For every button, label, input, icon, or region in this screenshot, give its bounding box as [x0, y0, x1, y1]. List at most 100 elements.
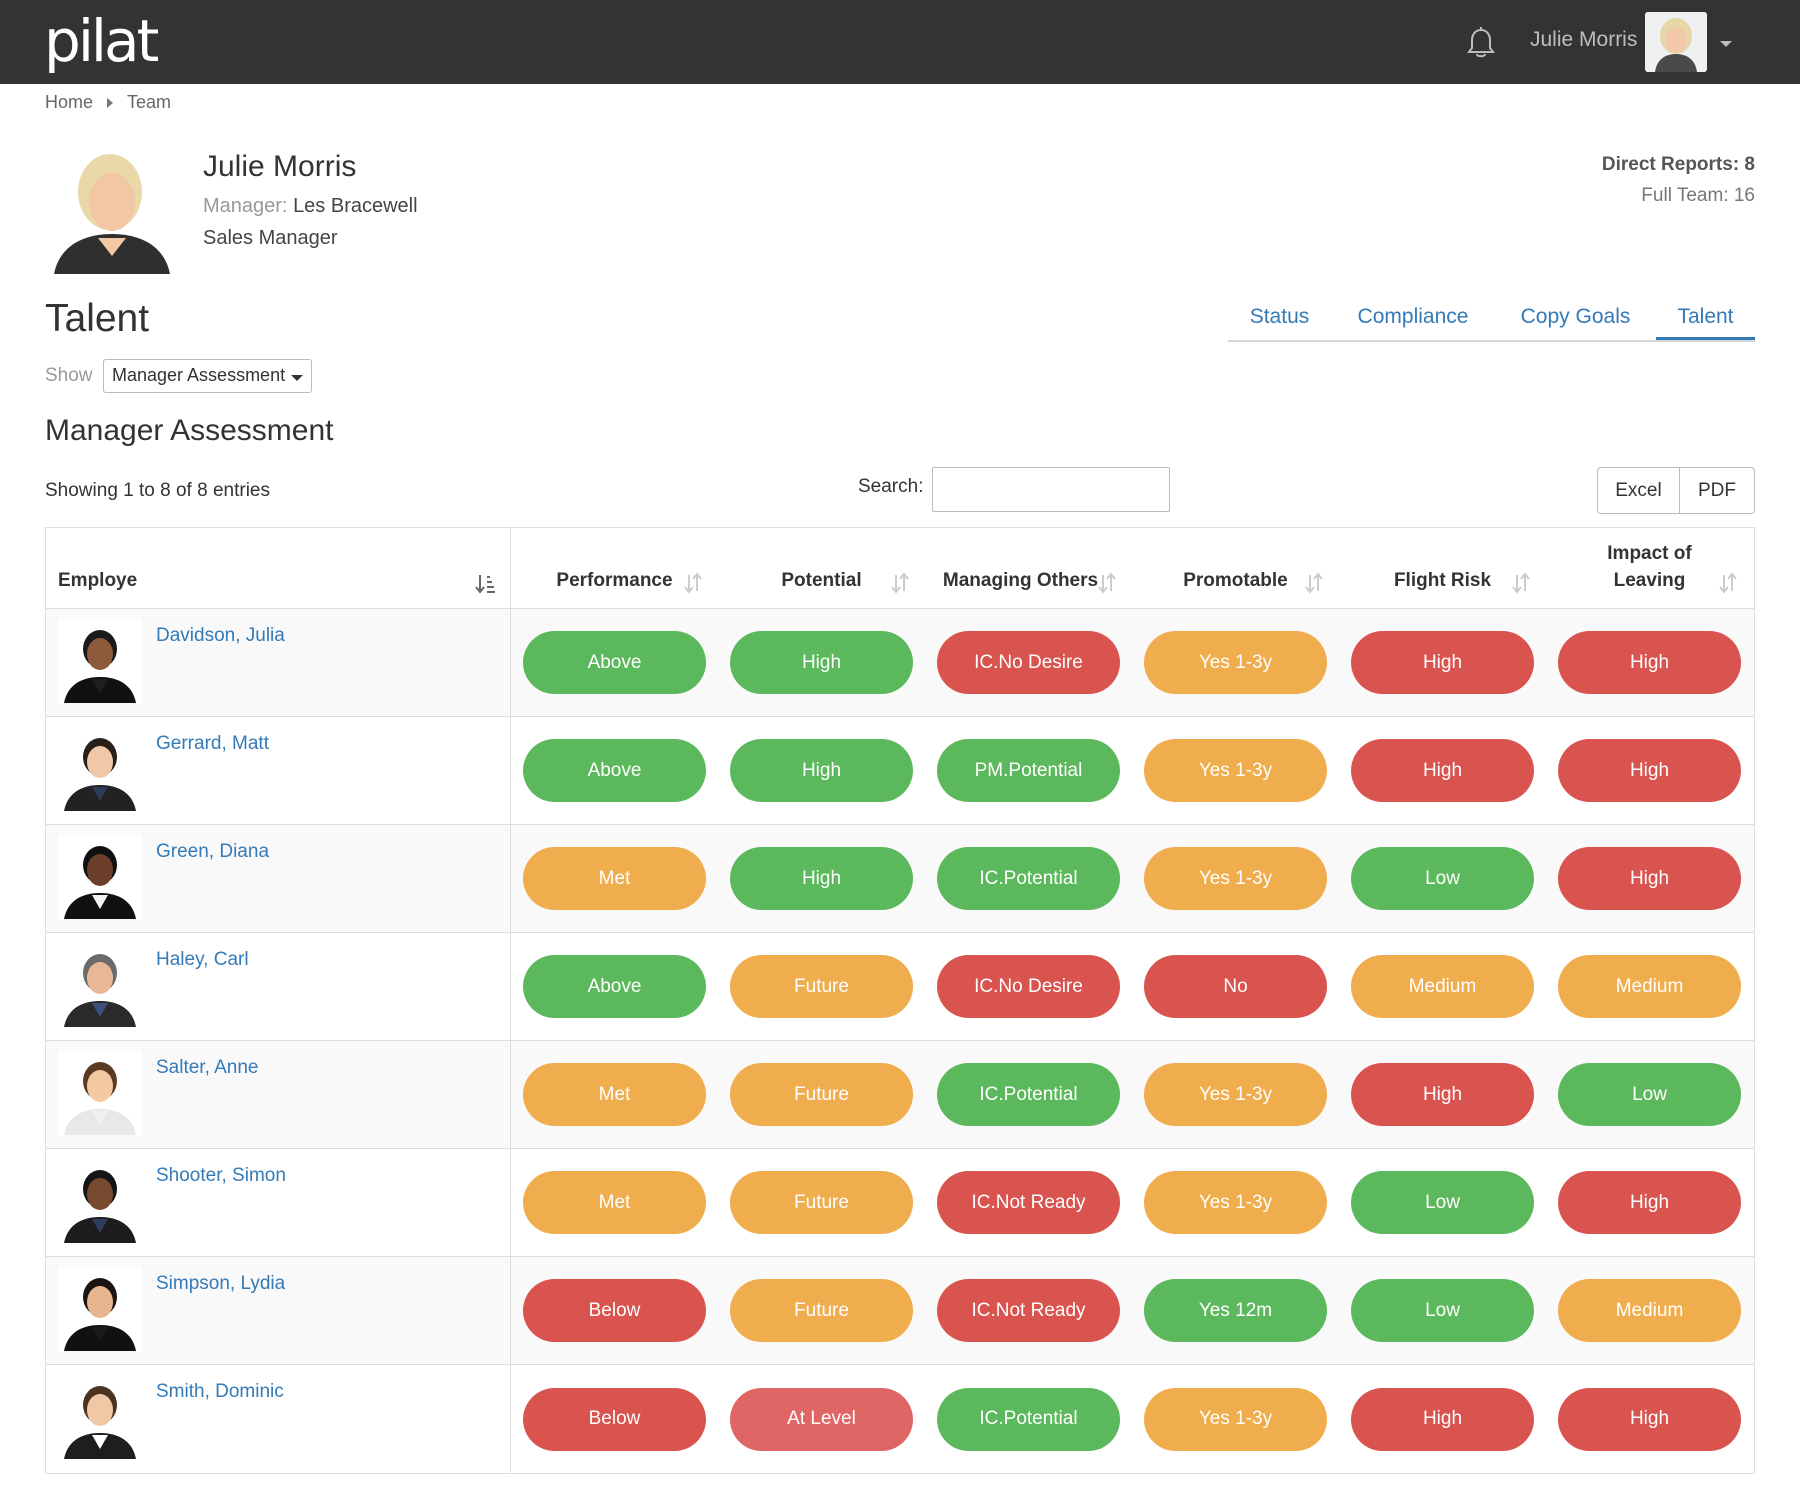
- rating-cell: Met: [511, 825, 718, 932]
- excel-button[interactable]: Excel: [1598, 468, 1680, 513]
- rating-pill: Met: [523, 1063, 706, 1126]
- column-header-potential[interactable]: Potential: [718, 528, 925, 608]
- employee-photo: [58, 835, 142, 919]
- rating-cell: Yes 1-3y: [1132, 1041, 1339, 1148]
- rating-pill: High: [730, 847, 913, 910]
- rating-pill: High: [730, 739, 913, 802]
- rating-cell: Yes 1-3y: [1132, 609, 1339, 716]
- bell-icon[interactable]: [1466, 26, 1496, 60]
- rating-pill: Low: [1351, 1279, 1534, 1342]
- rating-cell: Below: [511, 1257, 718, 1364]
- profile-role: Sales Manager: [203, 227, 338, 249]
- rating-cell: Low: [1339, 825, 1546, 932]
- rating-pill: High: [1558, 1171, 1741, 1234]
- rating-cell: Future: [718, 1041, 925, 1148]
- rating-pill: Above: [523, 955, 706, 1018]
- search-input[interactable]: [932, 467, 1170, 512]
- rating-pill: IC.Potential: [937, 1063, 1120, 1126]
- column-header-label: Potential: [781, 570, 862, 591]
- rating-cell: Above: [511, 933, 718, 1040]
- employee-name-link[interactable]: Green, Diana: [156, 841, 270, 862]
- breadcrumb-team[interactable]: Team: [127, 92, 172, 112]
- rating-cell: High: [1339, 609, 1546, 716]
- breadcrumb-separator-icon: [107, 97, 114, 108]
- sort-asc-icon[interactable]: [474, 572, 496, 594]
- rating-pill: High: [1351, 631, 1534, 694]
- employee-name-link[interactable]: Salter, Anne: [156, 1057, 259, 1078]
- employee-cell: Haley, Carl: [46, 933, 511, 1040]
- employee-name-link[interactable]: Simpson, Lydia: [156, 1273, 286, 1294]
- rating-pill: IC.Potential: [937, 847, 1120, 910]
- rating-cell: IC.Potential: [925, 1041, 1132, 1148]
- table-row: Shooter, Simon Met Future IC.Not Ready Yes 1…: [46, 1149, 1754, 1257]
- employee-name-link[interactable]: Haley, Carl: [156, 949, 249, 970]
- column-header-managing-others[interactable]: Managing Others: [925, 528, 1132, 608]
- sort-icon[interactable]: [1717, 572, 1739, 594]
- sort-icon[interactable]: [1096, 572, 1118, 594]
- rating-pill: IC.No Desire: [937, 955, 1120, 1018]
- table-row: Haley, Carl Above Future IC.No Desire No Medi…: [46, 933, 1754, 1041]
- column-header-impact-of-leaving[interactable]: Impact of Leaving: [1546, 528, 1753, 608]
- pilat-logo[interactable]: pilat: [44, 7, 159, 75]
- sort-icon[interactable]: [1303, 572, 1325, 594]
- employee-cell: Salter, Anne: [46, 1041, 511, 1148]
- show-select[interactable]: Manager Assessment: [103, 359, 312, 393]
- rating-cell: High: [1546, 717, 1753, 824]
- pdf-button[interactable]: PDF: [1697, 479, 1736, 501]
- rating-pill: Above: [523, 631, 706, 694]
- sort-icon[interactable]: [889, 572, 911, 594]
- header-user-name[interactable]: Julie Morris: [1530, 28, 1638, 51]
- user-menu-caret-icon[interactable]: [1720, 41, 1732, 47]
- employee-photo: [58, 943, 142, 1027]
- talent-table: Employe Performance Potential Managing O…: [45, 527, 1755, 1474]
- column-header-performance[interactable]: Performance: [511, 528, 718, 608]
- manager-label: Manager:: [203, 195, 288, 217]
- export-button-group: Excel PDF: [1597, 467, 1755, 514]
- rating-pill: Low: [1351, 847, 1534, 910]
- rating-cell: Above: [511, 609, 718, 716]
- rating-pill: Future: [730, 955, 913, 1018]
- rating-pill: High: [1558, 739, 1741, 802]
- employee-name-link[interactable]: Smith, Dominic: [156, 1381, 284, 1402]
- rating-pill: High: [1351, 739, 1534, 802]
- rating-cell: Above: [511, 717, 718, 824]
- column-header-promotable[interactable]: Promotable: [1132, 528, 1339, 608]
- rating-cell: Low: [1339, 1149, 1546, 1256]
- rating-cell: High: [1546, 1149, 1753, 1256]
- header-avatar[interactable]: [1645, 12, 1707, 72]
- tab-compliance[interactable]: Compliance: [1357, 305, 1469, 328]
- column-header-employe[interactable]: Employe: [46, 528, 511, 608]
- sort-icon[interactable]: [682, 572, 704, 594]
- profile-photo: [46, 140, 180, 274]
- table-row: Green, Diana Met High IC.Potential Yes 1-3y L…: [46, 825, 1754, 933]
- breadcrumb-home[interactable]: Home: [45, 92, 94, 112]
- employee-photo: [58, 1375, 142, 1459]
- rating-pill: Yes 1-3y: [1144, 1387, 1327, 1451]
- manager-name: Les Bracewell: [293, 195, 418, 217]
- rating-cell: Met: [511, 1149, 718, 1256]
- sort-icon[interactable]: [1510, 572, 1532, 594]
- rating-pill: High: [1558, 847, 1741, 910]
- rating-cell: High: [718, 609, 925, 716]
- rating-cell: High: [1546, 1365, 1753, 1473]
- rating-pill: Medium: [1351, 955, 1534, 1018]
- tab-copy-goals[interactable]: Copy Goals: [1520, 305, 1631, 328]
- employee-name-link[interactable]: Shooter, Simon: [156, 1165, 286, 1186]
- employee-photo: [58, 1051, 142, 1135]
- column-header-label: Impact of Leaving: [1607, 543, 1692, 591]
- employee-name-link[interactable]: Davidson, Julia: [156, 625, 285, 646]
- profile-name: Julie Morris: [203, 150, 357, 183]
- tab-talent[interactable]: Talent: [1656, 300, 1755, 340]
- employee-name-link[interactable]: Gerrard, Matt: [156, 733, 269, 754]
- rating-cell: IC.Potential: [925, 1365, 1132, 1473]
- rating-pill: Yes 12m: [1144, 1279, 1327, 1342]
- rating-cell: At Level: [718, 1365, 925, 1473]
- column-header-label: Managing Others: [942, 570, 1099, 591]
- rating-pill: High: [1351, 1063, 1534, 1126]
- rating-cell: Medium: [1339, 933, 1546, 1040]
- column-header-flight-risk[interactable]: Flight Risk: [1339, 528, 1546, 608]
- rating-pill: Met: [523, 1171, 706, 1234]
- rating-cell: High: [1546, 825, 1753, 932]
- tab-status[interactable]: Status: [1249, 305, 1310, 328]
- employee-photo: [58, 619, 142, 703]
